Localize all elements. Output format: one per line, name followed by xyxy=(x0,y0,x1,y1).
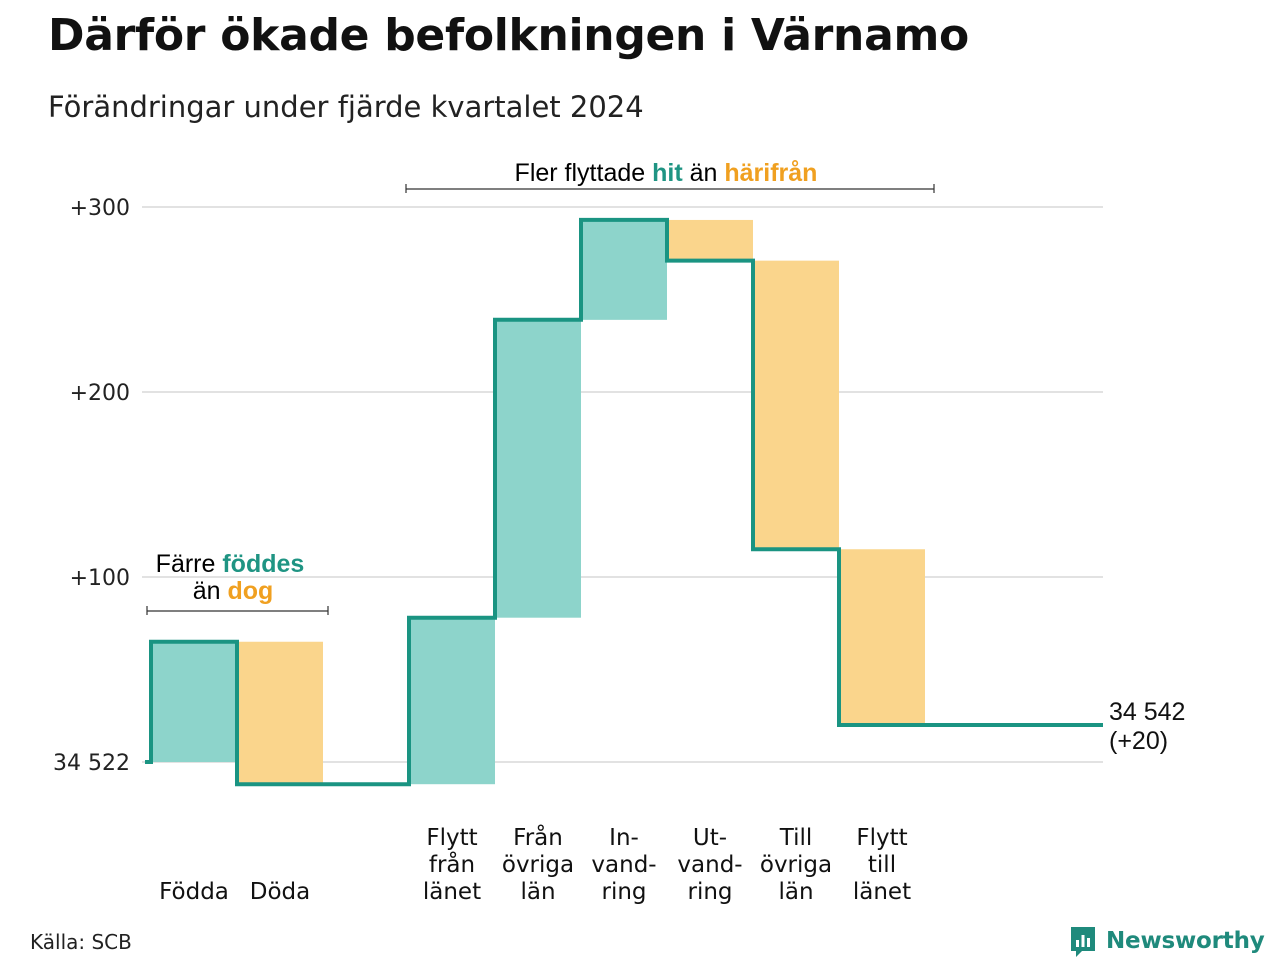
y-tick-label: +200 xyxy=(70,381,130,406)
annotation-births-bracket xyxy=(146,606,329,615)
annotation-births-line1: Färre föddes xyxy=(156,550,305,578)
brand-logo: Newsworthy xyxy=(1068,924,1265,958)
x-category-label: Flytt till länet xyxy=(853,825,911,905)
y-tick-label: +300 xyxy=(70,196,130,221)
x-category-label: Födda xyxy=(159,879,229,905)
waterfall-bar xyxy=(667,219,753,261)
end-change-label: (+20) xyxy=(1109,727,1168,755)
annotation-moves: Fler flyttade hit än härifrån xyxy=(515,159,818,187)
waterfall-bar xyxy=(151,641,237,762)
waterfall-bar xyxy=(581,219,667,320)
annotation-births-line2: än dog xyxy=(193,577,274,605)
x-category-label: Flytt från länet xyxy=(423,825,481,905)
brand-name: Newsworthy xyxy=(1106,928,1265,954)
x-category-label: Till övriga län xyxy=(760,825,832,905)
x-category-label: Döda xyxy=(250,879,310,905)
y-tick-label: 34 522 xyxy=(53,751,130,776)
chart-subtitle: Förändringar under fjärde kvartalet 2024 xyxy=(48,90,644,124)
source-note: Källa: SCB xyxy=(30,930,132,954)
waterfall-bar xyxy=(495,319,581,618)
bar-chart-speech-bubble-icon xyxy=(1071,927,1095,957)
cumulative-step-line xyxy=(145,217,1103,787)
annotation-moves-bracket xyxy=(405,184,935,193)
waterfall-bar xyxy=(237,641,323,785)
end-value-label: 34 542 xyxy=(1109,698,1185,726)
waterfall-bar xyxy=(753,260,839,550)
waterfall-bar xyxy=(409,617,495,785)
chart-title: Därför ökade befolkningen i Värnamo xyxy=(48,10,969,61)
waterfall-bar xyxy=(839,549,925,725)
x-category-label: Ut-vand-ring xyxy=(677,825,742,905)
y-tick-label: +100 xyxy=(70,566,130,591)
x-category-label: In-vand-ring xyxy=(591,825,656,905)
x-category-label: Från övriga län xyxy=(502,823,574,905)
